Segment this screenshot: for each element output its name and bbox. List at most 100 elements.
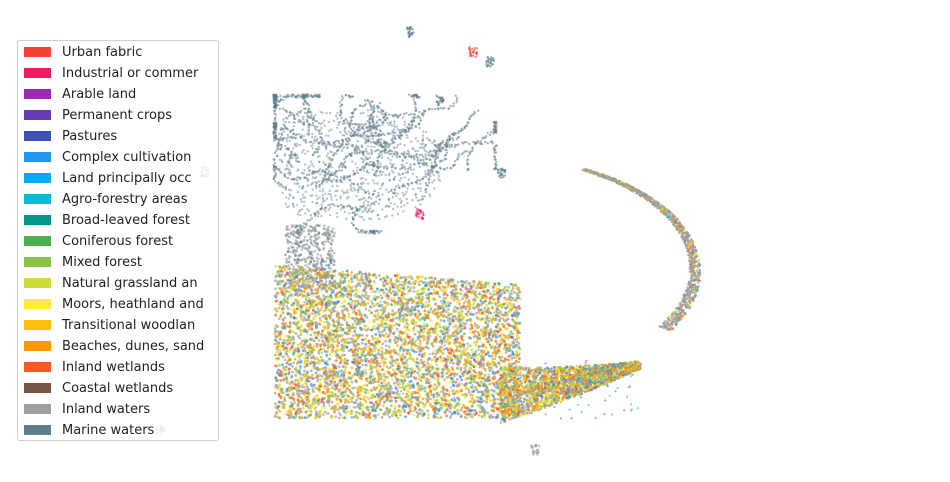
data-point: [300, 228, 303, 231]
data-point: [350, 415, 354, 419]
data-point: [300, 136, 303, 139]
data-point: [458, 302, 461, 306]
data-point: [317, 247, 321, 250]
data-point: [320, 126, 323, 130]
data-point: [311, 170, 314, 173]
data-point: [370, 153, 374, 156]
data-point: [468, 142, 471, 146]
data-point: [491, 140, 494, 143]
data-point: [284, 268, 287, 272]
data-point: [283, 126, 287, 129]
data-point: [309, 214, 312, 217]
data-point: [352, 183, 356, 186]
data-point: [282, 95, 285, 99]
data-point: [349, 96, 352, 99]
data-point: [390, 152, 393, 156]
data-point: [394, 375, 397, 378]
data-point: [403, 204, 406, 207]
data-point: [401, 116, 405, 119]
data-point: [389, 189, 393, 193]
data-point: [470, 386, 474, 390]
data-point: [292, 178, 295, 181]
data-point: [356, 387, 360, 390]
data-point: [386, 296, 390, 300]
data-point: [435, 363, 438, 367]
data-point: [391, 195, 394, 199]
data-point: [339, 110, 343, 114]
data-point: [287, 413, 291, 417]
data-point: [368, 320, 372, 323]
data-point: [325, 178, 328, 181]
data-point: [407, 153, 411, 156]
data-point: [329, 246, 333, 250]
data-point: [296, 169, 299, 172]
data-point: [448, 410, 452, 413]
data-point: [325, 154, 328, 157]
data-point: [411, 172, 415, 175]
data-point: [383, 165, 386, 169]
data-point: [381, 193, 384, 196]
data-point: [388, 123, 391, 126]
data-point: [439, 355, 442, 359]
data-point: [425, 161, 428, 165]
data-point: [291, 178, 294, 181]
data-point: [344, 165, 347, 169]
data-point: [455, 98, 459, 102]
data-point: [389, 142, 392, 145]
data-point: [283, 109, 287, 112]
data-point: [359, 133, 362, 136]
data-point: [451, 338, 455, 342]
data-point: [370, 396, 374, 400]
data-point: [334, 194, 337, 197]
data-point: [302, 229, 306, 233]
data-point: [343, 160, 347, 164]
data-point: [373, 294, 377, 298]
data-point: [451, 133, 455, 137]
data-point: [272, 168, 275, 171]
data-point: [380, 156, 384, 159]
data-point: [384, 188, 388, 191]
data-point: [361, 333, 364, 337]
data-point: [295, 144, 298, 148]
data-point: [482, 326, 486, 330]
data-point: [342, 140, 345, 144]
data-point: [339, 176, 343, 179]
data-point: [287, 228, 291, 231]
data-point: [304, 247, 307, 250]
data-point: [430, 161, 433, 164]
data-point: [450, 368, 454, 372]
data-point: [286, 250, 290, 253]
data-point: [490, 301, 494, 305]
data-point: [288, 131, 292, 134]
data-point: [328, 254, 332, 258]
data-point: [342, 174, 346, 178]
data-point: [390, 124, 394, 128]
data-point: [453, 399, 456, 403]
data-point: [370, 131, 373, 135]
data-point: [494, 164, 498, 167]
data-point: [288, 363, 291, 366]
data-point: [350, 182, 353, 185]
data-point: [429, 150, 432, 153]
data-point: [437, 178, 440, 181]
data-point: [273, 96, 276, 99]
data-point: [396, 152, 399, 155]
data-point: [495, 342, 499, 346]
data-point: [295, 240, 299, 243]
data-point: [322, 190, 325, 193]
data-point: [416, 199, 420, 202]
data-point: [333, 141, 337, 144]
data-point: [412, 168, 415, 171]
data-point: [333, 151, 336, 155]
data-point: [461, 297, 464, 301]
data-point: [445, 293, 449, 297]
data-point: [418, 146, 422, 150]
data-point: [356, 182, 360, 185]
data-point: [439, 318, 443, 322]
data-point: [288, 321, 292, 324]
data-point: [309, 230, 313, 233]
data-point: [398, 179, 401, 182]
data-point: [356, 140, 360, 143]
data-point: [279, 94, 282, 98]
data-point: [439, 416, 443, 419]
